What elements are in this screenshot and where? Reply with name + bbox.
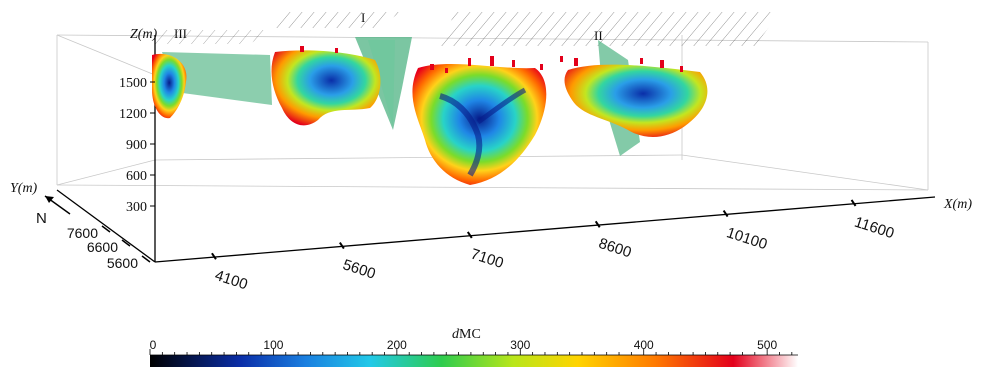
colorbar-ticks: 0 100 200 300 400 500 — [149, 338, 793, 355]
y-tick-label: 6600 — [87, 239, 118, 255]
y-tick-mark — [141, 255, 151, 263]
x-tick-mark — [466, 231, 473, 239]
fault-III-plane — [162, 52, 272, 105]
x-tick-label: 11600 — [852, 214, 896, 243]
colorbar-tick-label: 0 — [150, 338, 157, 352]
z-tick-label: 900 — [126, 138, 147, 153]
x-tick-mark — [594, 220, 601, 228]
x-tick-label: 5600 — [341, 256, 378, 282]
z-tick-label: 1500 — [119, 76, 147, 91]
x-tick-label: 10100 — [724, 224, 769, 253]
colorbar-title-italic: d — [452, 327, 460, 342]
fault-label-II: II — [594, 28, 603, 43]
slice-speckle — [300, 46, 683, 73]
north-label: N — [36, 210, 47, 227]
y-tick-label: 5600 — [107, 255, 138, 271]
colorbar-tick-label: 300 — [510, 338, 530, 352]
colorbar-tick-label: 100 — [263, 338, 283, 352]
x-tick-label: 8600 — [596, 235, 633, 261]
x-axis-ticks: 4100 5600 7100 8600 10100 11600 — [211, 199, 896, 293]
fault-label-I: I — [361, 10, 365, 25]
y-tick-mark — [101, 225, 111, 233]
x-axis-line — [154, 196, 936, 263]
z-tick-label: 300 — [126, 200, 147, 215]
surface-hatching — [150, 12, 780, 46]
slice-east — [564, 64, 708, 137]
colorbar-title: dMC — [452, 327, 481, 342]
z-axis-title: Z(m) — [130, 27, 158, 42]
colorbar-ramp — [150, 355, 798, 367]
north-arrow — [44, 195, 71, 215]
z-axis-ticks: 1500 1200 900 600 300 — [119, 76, 155, 215]
y-tick-label: 7600 — [67, 225, 98, 241]
y-tick-mark — [121, 239, 131, 247]
x-tick-label: 7100 — [469, 246, 506, 272]
colorbar-tick-label: 200 — [387, 338, 407, 352]
colorbar-tick-label: 500 — [757, 338, 777, 352]
y-axis-title: Y(m) — [10, 181, 38, 196]
slice-west-central — [271, 50, 381, 126]
x-tick-mark — [722, 210, 729, 218]
y-axis-line — [56, 189, 156, 263]
colorbar-title-rest: MC — [459, 327, 481, 342]
x-axis-title: X(m) — [943, 197, 972, 212]
z-tick-label: 1200 — [119, 107, 147, 122]
fault-label-III: III — [174, 26, 187, 41]
z-tick-label: 600 — [126, 169, 147, 184]
x-tick-mark — [211, 252, 217, 260]
x-tick-mark — [339, 242, 345, 250]
slice-central — [412, 63, 547, 185]
x-tick-label: 4100 — [213, 267, 250, 293]
x-tick-mark — [850, 199, 857, 207]
slice-west — [152, 53, 187, 119]
colorbar-tick-label: 400 — [634, 338, 654, 352]
colorbar: dMC 0 100 200 300 400 500 — [149, 327, 798, 367]
